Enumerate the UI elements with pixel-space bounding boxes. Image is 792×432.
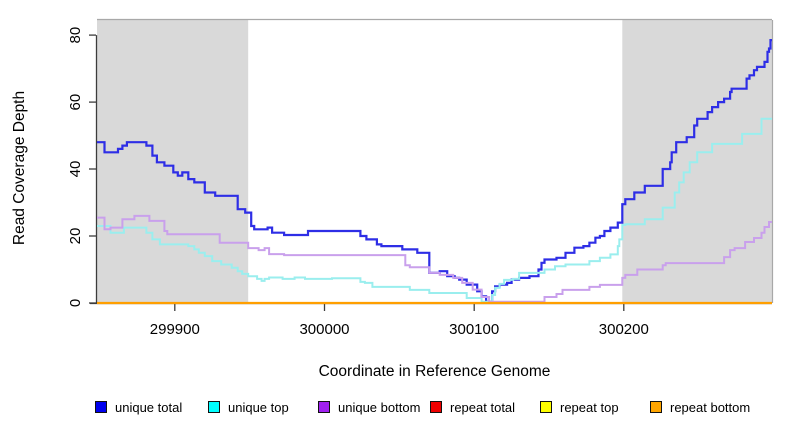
legend-swatch-icon-unique-total: [95, 401, 107, 413]
series-line-unique-bottom: [97, 214, 772, 303]
y-axis-ticks: 0 20 40 60 80: [67, 27, 96, 307]
y-tick-label: 20: [67, 228, 84, 245]
legend-item-unique-top: unique top: [208, 398, 289, 416]
series-line-unique-total: [97, 39, 772, 303]
legend-swatch-icon-unique-top: [208, 401, 220, 413]
legend-swatch-icon-unique-bottom: [318, 401, 330, 413]
legend-swatch-icon-repeat-bottom: [650, 401, 662, 413]
coverage-plot: 299900 300000 300100 300200 0 20 40 60 80: [67, 18, 774, 338]
legend-label: unique bottom: [338, 399, 421, 415]
y-tick-label: 60: [67, 94, 84, 111]
x-axis-title: Coordinate in Reference Genome: [318, 363, 551, 380]
legend-item-repeat-total: repeat total: [430, 398, 515, 416]
legend-label: unique total: [115, 399, 183, 415]
y-tick-label: 80: [67, 27, 84, 44]
y-tick-label: 40: [67, 161, 84, 178]
legend-item-unique-bottom: unique bottom: [318, 398, 420, 416]
y-tick-label: 0: [67, 299, 84, 307]
y-axis-title: Read Coverage Depth: [11, 90, 28, 246]
legend-label: repeat bottom: [670, 399, 751, 415]
legend-label: repeat total: [450, 399, 516, 415]
series-line-unique-top: [97, 117, 772, 303]
legend-label: unique top: [228, 399, 289, 415]
legend-item-repeat-top: repeat top: [540, 398, 619, 416]
shaded-region-left: [97, 20, 249, 303]
legend-swatch-icon-repeat-total: [430, 401, 442, 413]
legend-label: repeat top: [560, 399, 619, 415]
plot-legend: unique total unique top unique bottom repea…: [0, 398, 792, 418]
x-tick-label: 300200: [599, 321, 649, 338]
x-tick-label: 300000: [299, 321, 349, 338]
legend-item-repeat-bottom: repeat bottom: [650, 398, 750, 416]
legend-item-unique-total: unique total: [95, 398, 182, 416]
legend-swatch-icon-repeat-top: [540, 401, 552, 413]
x-tick-label: 299900: [150, 321, 200, 338]
x-axis-ticks: 299900 300000 300100 300200: [150, 304, 649, 338]
x-tick-label: 300100: [449, 321, 499, 338]
